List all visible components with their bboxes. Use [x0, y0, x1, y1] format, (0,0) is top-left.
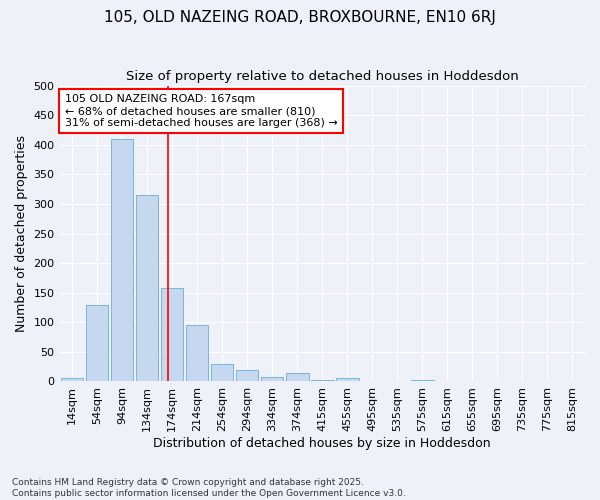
Bar [286, 373, 308, 382]
Bar [186, 325, 208, 382]
Bar [111, 139, 133, 382]
Text: Contains HM Land Registry data © Crown copyright and database right 2025.
Contai: Contains HM Land Registry data © Crown c… [12, 478, 406, 498]
Bar [411, 380, 434, 382]
Bar [86, 304, 109, 382]
Bar [561, 381, 584, 382]
Bar [161, 288, 184, 382]
Bar [236, 370, 259, 382]
Bar [311, 380, 334, 382]
Text: 105, OLD NAZEING ROAD, BROXBOURNE, EN10 6RJ: 105, OLD NAZEING ROAD, BROXBOURNE, EN10 … [104, 10, 496, 25]
Title: Size of property relative to detached houses in Hoddesdon: Size of property relative to detached ho… [126, 70, 518, 83]
Text: 105 OLD NAZEING ROAD: 167sqm
← 68% of detached houses are smaller (810)
31% of s: 105 OLD NAZEING ROAD: 167sqm ← 68% of de… [65, 94, 338, 128]
Bar [211, 364, 233, 382]
Bar [261, 376, 283, 382]
X-axis label: Distribution of detached houses by size in Hoddesdon: Distribution of detached houses by size … [154, 437, 491, 450]
Bar [336, 378, 359, 382]
Bar [136, 195, 158, 382]
Bar [61, 378, 83, 382]
Y-axis label: Number of detached properties: Number of detached properties [15, 135, 28, 332]
